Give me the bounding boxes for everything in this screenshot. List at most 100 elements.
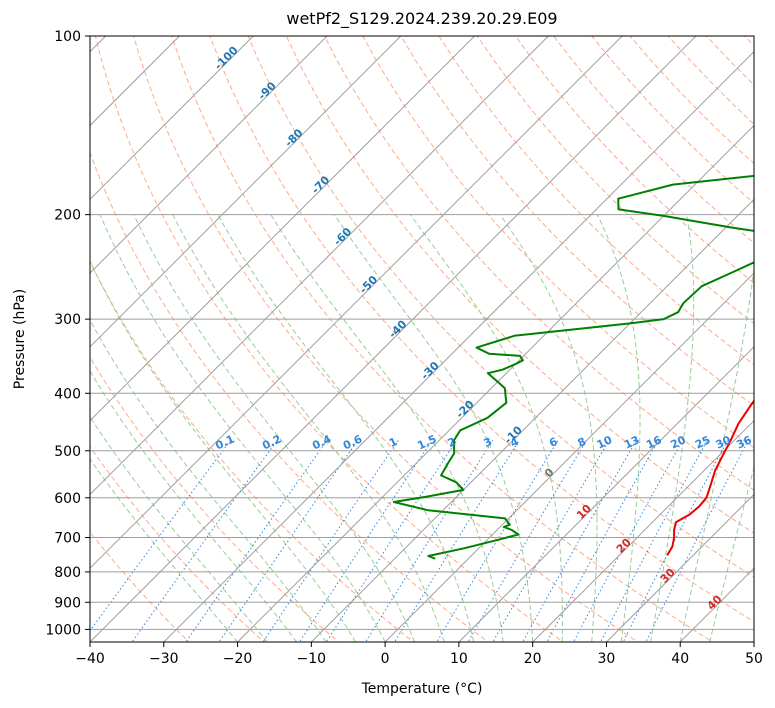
isotherm-line (163, 50, 754, 642)
y-tick-label: 200 (54, 208, 81, 224)
x-tick-label: −40 (75, 651, 105, 667)
moist-adiabat-line (650, 214, 695, 642)
isotherm-line (90, 36, 550, 496)
isotherm-value-label: 20 (614, 536, 634, 556)
isotherm-value-label: -20 (454, 398, 477, 421)
isotherm-line (310, 198, 754, 642)
dry-adiabat-line (90, 151, 490, 642)
mixing-ratio-line (185, 440, 328, 642)
mixing-ratio-label: 30 (714, 433, 734, 451)
y-axis-label: Pressure (hPa) (12, 289, 28, 389)
y-axis-ticks: 100 200 300 400 500 600 700 800 900 1000 (45, 29, 90, 638)
moist-adiabat-line (90, 415, 268, 642)
moist-adiabat-line (217, 214, 475, 642)
moist-adiabat-line (90, 370, 297, 642)
mixing-ratio-label: 0.6 (341, 432, 364, 452)
mixing-ratio-line (572, 440, 684, 642)
isotherm-value-label: -80 (282, 126, 305, 149)
dry-adiabat-line (285, 36, 754, 534)
mixing-ratio-label: 0.4 (310, 432, 333, 452)
moist-adiabat-line (709, 465, 754, 642)
moist-adiabat-line (596, 214, 641, 642)
mixing-ratio-label: 25 (693, 433, 712, 451)
dry-adiabat-line (553, 36, 754, 244)
isotherm-line (90, 36, 623, 569)
isotherm-line (90, 36, 697, 642)
isotherm-line (0, 9, 59, 654)
mixing-ratio-line (600, 440, 708, 642)
y-tick-label: 700 (54, 531, 81, 547)
line-annotations: 0.1 0.2 0.4 0.6 1 1.5 2 3 4 6 8 10 13 16 20 25 30 36-100-… (212, 44, 754, 613)
temperature-profile-line (666, 399, 754, 556)
isotherm-line (679, 567, 754, 642)
y-tick-label: 400 (54, 386, 81, 402)
x-tick-label: 40 (671, 651, 689, 667)
mixing-ratio-line (365, 440, 494, 642)
x-tick-label: −30 (149, 651, 179, 667)
mixing-ratio-label: 20 (669, 433, 689, 451)
isotherm-value-label: -40 (386, 317, 409, 340)
x-tick-label: 10 (450, 651, 468, 667)
isotherm-value-label: -100 (212, 44, 241, 73)
y-tick-label: 500 (54, 444, 81, 460)
moist-adiabat-line (172, 214, 445, 642)
mixing-ratio-label: 0.2 (260, 432, 283, 452)
mixing-ratio-line (492, 440, 610, 642)
mixing-ratio-line (298, 440, 433, 642)
isotherm-value-label: 40 (705, 592, 725, 612)
isotherm-line (90, 36, 181, 127)
moist-adiabat-line (270, 214, 504, 642)
mixing-ratio-line (325, 440, 458, 642)
x-tick-label: 50 (745, 651, 763, 667)
chart-title: wetPf2_S129.2024.239.20.29.E09 (286, 9, 557, 29)
isotherm-value-label: -90 (256, 79, 279, 102)
data-series (392, 174, 754, 560)
y-tick-label: 300 (54, 312, 81, 328)
mixing-ratio-label: 16 (644, 433, 664, 451)
dry-adiabat-line (400, 36, 754, 407)
dry-adiabat-line (438, 36, 754, 366)
mixing-ratio-line (436, 440, 559, 642)
dewpoint-profile-line (392, 174, 754, 560)
x-tick-label: 0 (381, 651, 390, 667)
dry-adiabat-line (247, 36, 754, 578)
dry-adiabat-line (362, 36, 754, 449)
x-axis-ticks: −40 −30 −20 −10 0 10 20 30 40 50 (75, 642, 763, 667)
y-tick-label: 800 (54, 565, 81, 581)
mixing-ratio-label: 6 (547, 435, 560, 450)
mixing-ratio-line (394, 440, 520, 642)
x-tick-label: −10 (297, 651, 327, 667)
x-axis-label: Temperature (°C) (361, 681, 483, 697)
isotherm-line (753, 641, 754, 642)
moist-adiabat-line (333, 214, 534, 642)
mixing-ratio-label: 13 (622, 433, 641, 451)
moist-adiabat-line (90, 458, 238, 642)
isotherm-line (90, 36, 328, 274)
isotherm-line (236, 124, 754, 642)
isotherm-line (605, 493, 754, 642)
mixing-ratio-line (622, 440, 729, 642)
x-tick-label: 20 (524, 651, 542, 667)
dry-adiabat-line (133, 36, 639, 642)
dry-adiabat-line (706, 36, 754, 86)
mixing-ratio-line (645, 440, 749, 642)
x-tick-label: 30 (598, 651, 616, 667)
isotherm-line (531, 419, 754, 642)
mixing-ratio-label: 0.1 (213, 432, 236, 452)
dry-adiabat-line (744, 36, 754, 47)
moist-adiabat-line (409, 214, 563, 642)
dry-adiabat-line (324, 36, 754, 491)
mixing-ratio-label: 36 (734, 433, 754, 451)
mixing-ratio-label: 1.5 (415, 432, 438, 452)
dry-adiabat-line (629, 36, 754, 165)
mixing-ratio-line (522, 440, 637, 642)
mixing-ratio-label: 3 (482, 435, 494, 450)
dry-adiabat-line (476, 36, 754, 325)
y-tick-label: 100 (54, 29, 81, 45)
plot-frame (89, 35, 755, 643)
moist-adiabat-line (90, 318, 327, 642)
x-tick-label: −20 (223, 651, 253, 667)
isotherm-line (90, 36, 476, 422)
mixing-ratio-line (131, 440, 278, 642)
